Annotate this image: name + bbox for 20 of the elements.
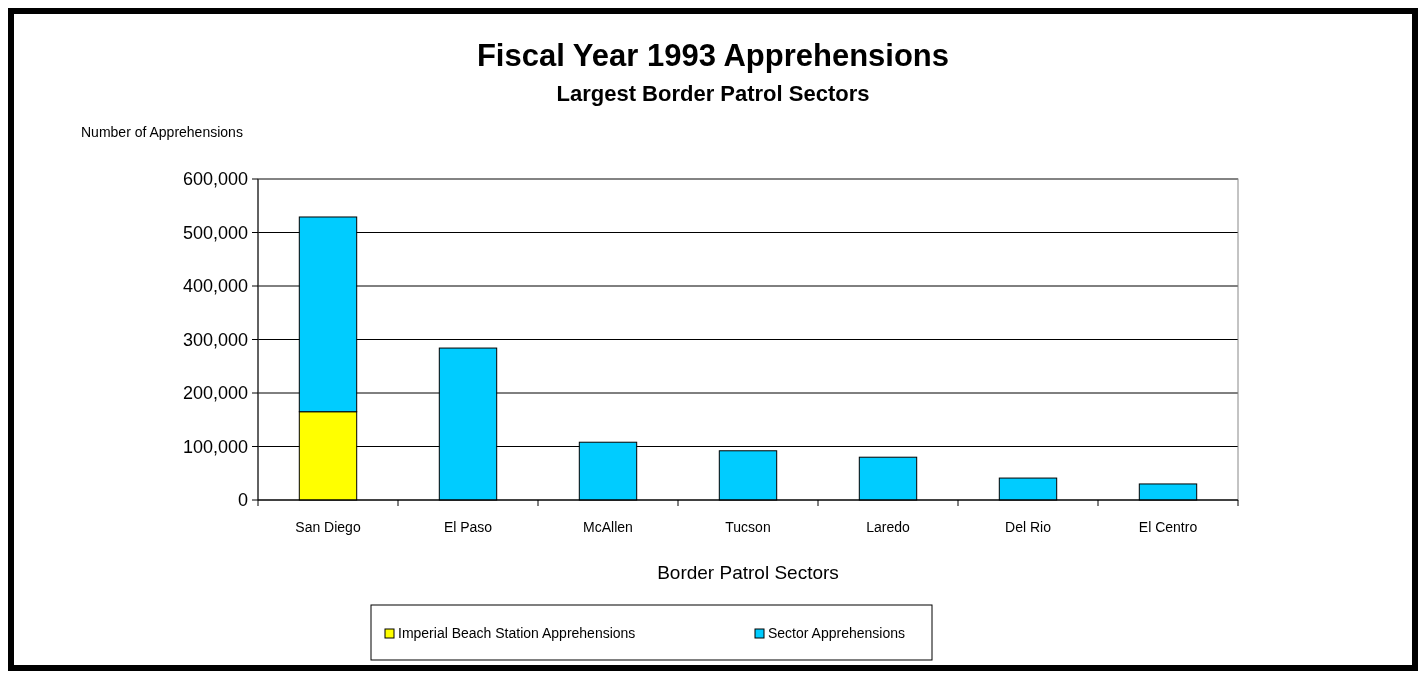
y-tick-label: 100,000: [182, 436, 248, 457]
chart-subtitle: Largest Border Patrol Sectors: [556, 81, 870, 106]
legend-label: Imperial Beach Station Apprehensions: [398, 625, 636, 641]
y-tick-label: 600,000: [182, 169, 248, 190]
x-tick-label: Del Rio: [1005, 519, 1052, 535]
x-axis-title: Border Patrol Sectors: [657, 562, 839, 583]
y-tick-label: 500,000: [182, 222, 248, 243]
x-tick-label: Tucson: [725, 519, 771, 535]
y-axis-title: Number of Apprehensions: [81, 124, 243, 140]
y-tick-label: 200,000: [182, 383, 248, 404]
legend-label: Sector Apprehensions: [768, 625, 905, 641]
y-tick-label: 0: [237, 490, 248, 511]
x-tick-label: Laredo: [866, 519, 911, 535]
x-tick-label: McAllen: [583, 519, 633, 535]
x-tick-label: El Centro: [1138, 519, 1198, 535]
chart-title: Fiscal Year 1993 Apprehensions: [476, 38, 950, 73]
y-tick-label: 300,000: [182, 329, 248, 350]
x-tick-label: San Diego: [295, 519, 361, 535]
x-tick-label: El Paso: [443, 519, 493, 535]
y-tick-label: 400,000: [182, 276, 248, 297]
